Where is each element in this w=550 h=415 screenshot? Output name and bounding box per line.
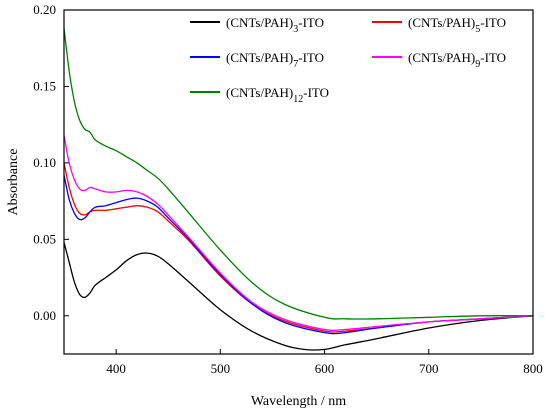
- y-tick-label: 0.20: [33, 2, 56, 17]
- legend-label: (CNTs/PAH)12-ITO: [226, 85, 329, 105]
- x-tick-label: 800: [523, 361, 543, 376]
- y-axis-title: Absorbance: [6, 149, 21, 216]
- series-line: [63, 242, 534, 351]
- plot-area-frame: [63, 9, 534, 355]
- series-lines: [63, 28, 534, 351]
- x-tick-label: 700: [419, 361, 439, 376]
- y-tick-label: 0.05: [33, 231, 56, 246]
- y-tick-label: 0.00: [33, 308, 56, 323]
- x-axis-title: Wavelength / nm: [251, 394, 346, 409]
- x-tick-label: 600: [315, 361, 335, 376]
- legend-label: (CNTs/PAH)9-ITO: [408, 50, 506, 70]
- series-line: [63, 28, 534, 320]
- y-tick-label: 0.10: [33, 155, 56, 170]
- x-tick-label: 500: [211, 361, 231, 376]
- legend-item: (CNTs/PAH)7-ITO: [190, 50, 324, 70]
- series-line: [63, 162, 534, 333]
- legend-item: (CNTs/PAH)3-ITO: [190, 15, 324, 35]
- y-tick-label: 0.15: [33, 78, 56, 93]
- legend-item: (CNTs/PAH)12-ITO: [190, 85, 329, 105]
- series-line: [63, 174, 534, 335]
- legend-item: (CNTs/PAH)5-ITO: [372, 15, 506, 35]
- chart-legend: (CNTs/PAH)3-ITO (CNTs/PAH)5-ITO (CNTs/PAH)…: [190, 15, 506, 105]
- axis-ticks: 400 500 600 700 800 0.00 0.05 0.10 0.15 0.20: [33, 2, 543, 376]
- legend-label: (CNTs/PAH)5-ITO: [408, 15, 506, 35]
- series-line: [63, 135, 534, 332]
- x-tick-label: 400: [106, 361, 126, 376]
- legend-item: (CNTs/PAH)9-ITO: [372, 50, 506, 70]
- legend-label: (CNTs/PAH)3-ITO: [226, 15, 324, 35]
- legend-label: (CNTs/PAH)7-ITO: [226, 50, 324, 70]
